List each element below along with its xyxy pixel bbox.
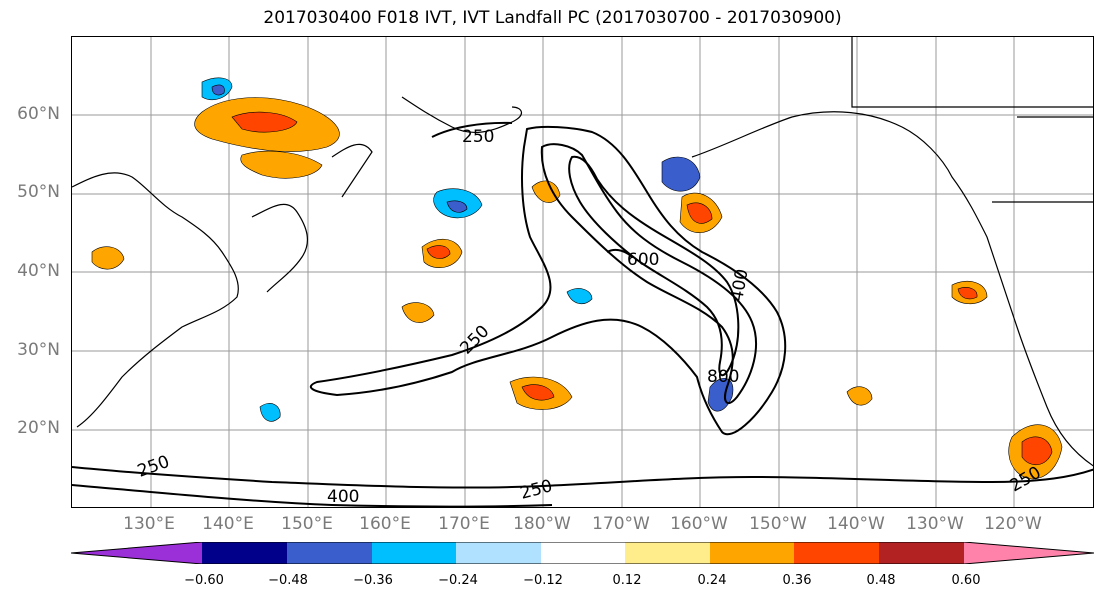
lat-label: 60°N [17,104,60,124]
map-panel: 250 600 400 250 800 250 400 250 250 [71,36,1094,508]
colorbar-cell [202,542,287,564]
graticule [72,37,1093,507]
colorbar-tick-label: 0.36 [782,573,812,588]
lon-label: 120°W [984,514,1042,534]
ivt-anomaly-fill [91,77,1063,480]
colorbar-cell [625,542,710,564]
lon-label: 130°E [123,514,175,534]
colorbar-cell [964,542,1094,564]
colorbar-tick-label: −0.48 [268,573,308,588]
lon-label: 140°W [827,514,885,534]
colorbar-cell [287,542,372,564]
colorbar-tick-label: −0.12 [523,573,563,588]
colorbar-cell [71,542,202,564]
colorbar-tick-label: 0.60 [951,573,981,588]
colorbar-tick-label: 0.48 [866,573,896,588]
contour-label: 600 [627,250,659,270]
lon-label: 160°E [359,514,411,534]
colorbar-cell [456,542,541,564]
colorbar-cell [541,542,625,564]
colorbar [71,542,1094,564]
contour-label: 250 [135,452,172,482]
map-canvas: 250 600 400 250 800 250 400 250 250 [72,37,1093,507]
lat-label: 40°N [17,261,60,281]
lon-label: 130°W [906,514,964,534]
contour-label: 250 [518,476,555,504]
colorbar-tick-label: −0.60 [184,573,224,588]
colorbar-cell [710,542,794,564]
colorbar-cell [794,542,879,564]
lon-label: 160°W [670,514,728,534]
lon-label: 170°W [592,514,650,534]
coastlines [72,37,1093,467]
lon-label: 170°E [438,514,490,534]
colorbar-cells [71,542,1094,564]
colorbar-tick-label: 0.24 [697,573,727,588]
contour-label: 800 [707,367,739,387]
colorbar-tick-label: 0.12 [612,573,642,588]
ivt-contours [72,121,1093,507]
lat-label: 20°N [17,418,60,438]
contour-label: 250 [456,321,493,358]
map-title: 2017030400 F018 IVT, IVT Landfall PC (20… [263,8,842,28]
colorbar-tick-label: −0.36 [353,573,393,588]
contour-label: 250 [462,127,494,147]
colorbar-cell [372,542,456,564]
contour-label: 400 [727,267,752,302]
lon-label: 180°W [513,514,571,534]
colorbar-cell [879,542,964,564]
lon-label: 150°W [749,514,807,534]
contour-label: 400 [327,487,359,507]
colorbar-tick-label: −0.24 [438,573,478,588]
lon-label: 140°E [202,514,254,534]
lat-label: 30°N [17,340,60,360]
lon-label: 150°E [281,514,333,534]
lat-label: 50°N [17,182,60,202]
